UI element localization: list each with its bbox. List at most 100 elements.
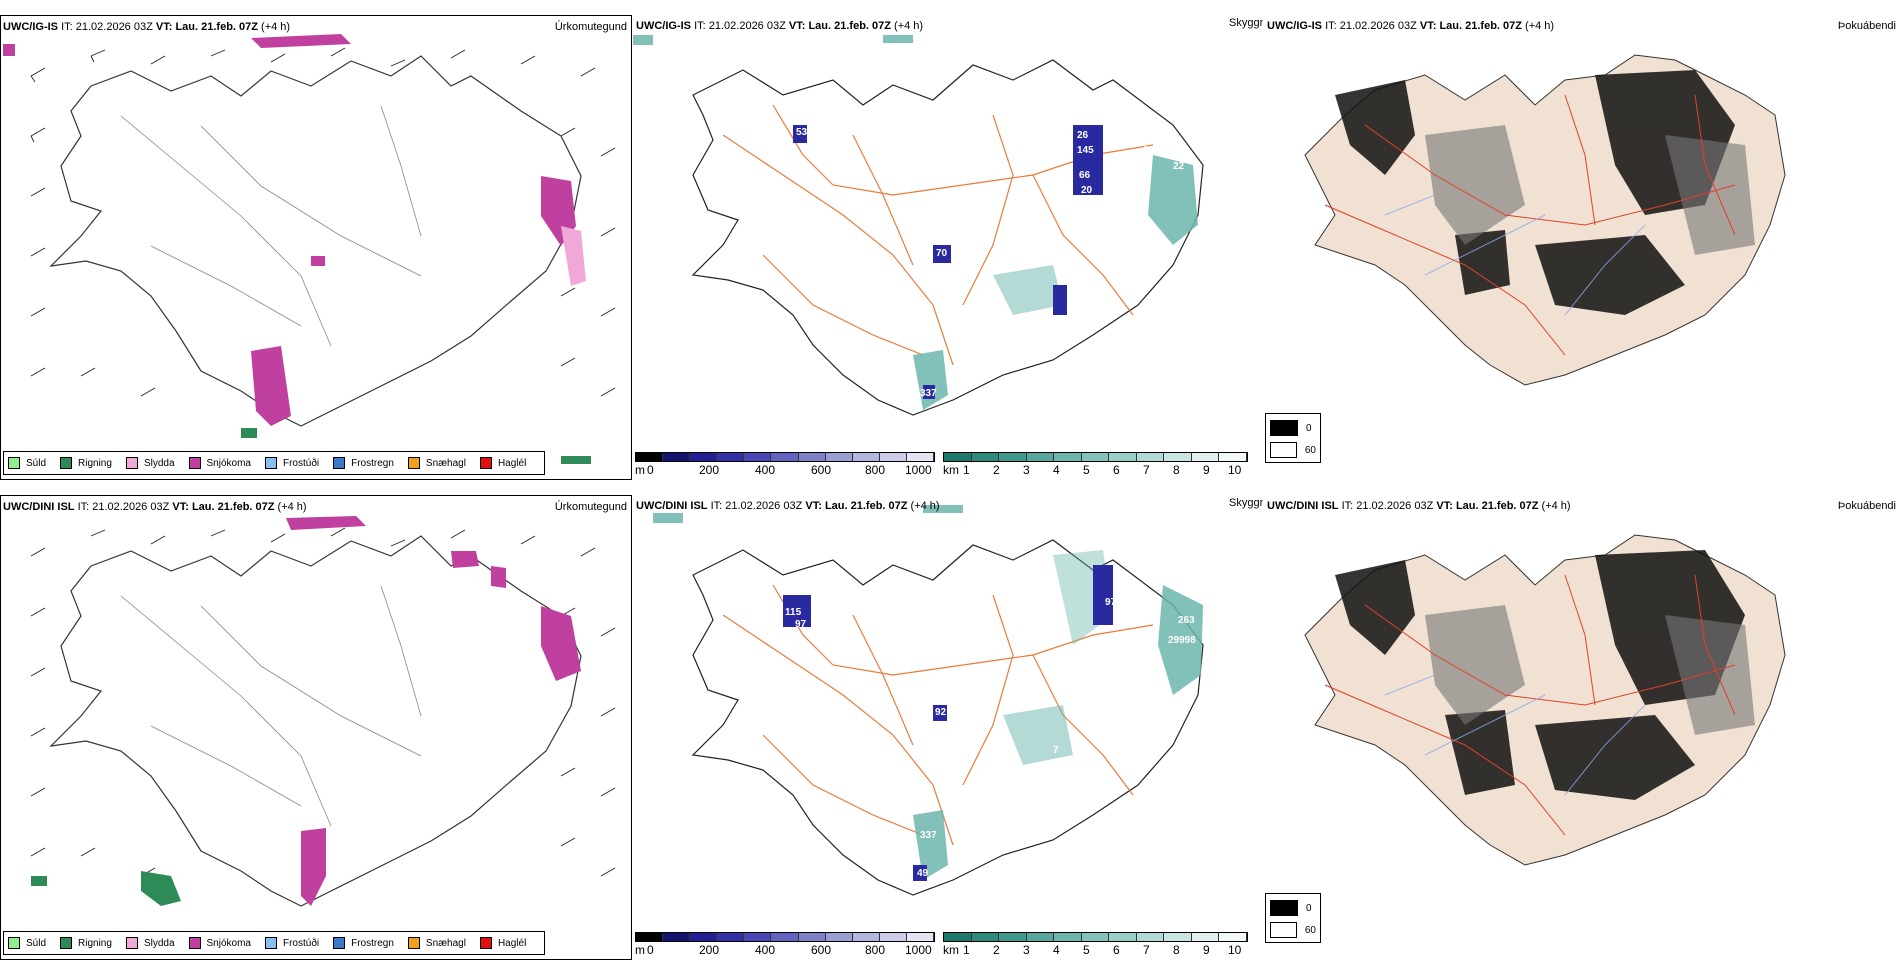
fog-gray — [1425, 125, 1755, 255]
snow-areas — [286, 516, 581, 906]
vis-label: 115 — [785, 607, 802, 618]
scale-swatch — [1026, 453, 1055, 461]
vis-label: 26 — [1077, 130, 1089, 141]
vis-label: 29998 — [1168, 635, 1196, 646]
precip-legend: Súld Rigning Slydda Snjókoma Frostúði Fr… — [3, 931, 546, 955]
scale-swatch — [852, 453, 880, 461]
vis-label: 263 — [1178, 615, 1195, 626]
iceland-outline — [49, 55, 582, 427]
scale-swatch — [879, 453, 907, 461]
visibility-scale: km 1 2 3 4 5 6 7 8 9 10 — [943, 452, 1248, 478]
rivers — [1384, 194, 1646, 316]
scale-swatch — [1109, 453, 1137, 461]
vis-label: 97 — [1105, 597, 1117, 608]
panel-caption: UWC/IG-IS IT: 21.02.2026 03Z VT: Lau. 21… — [636, 20, 924, 32]
fog-map-top — [1304, 54, 1786, 386]
scale-swatch — [1164, 453, 1192, 461]
roads — [722, 584, 1154, 846]
panel-title: Úrkomutegund — [554, 21, 627, 33]
snow-areas — [3, 34, 586, 426]
panel-title: Skyggni — [1229, 497, 1263, 509]
fog-legend-top: 0 60 — [1265, 413, 1321, 463]
panel-title: Skyggni — [1229, 17, 1263, 29]
vis-label: 22 — [1173, 161, 1185, 172]
visibility-map-bottom — [653, 505, 1204, 896]
scale-swatch — [1136, 933, 1165, 941]
vis-label: 41 — [1055, 333, 1067, 344]
legend-item: Slydda — [125, 457, 175, 469]
scale-swatch — [1219, 933, 1248, 941]
panel-caption: UWC/IG-IS IT: 21.02.2026 03Z VT: Lau. 21… — [3, 21, 291, 33]
scale-swatch — [1026, 933, 1055, 941]
visibility-panel-top: UWC/IG-IS IT: 21.02.2026 03Z VT: Lau. 21… — [633, 15, 1263, 480]
scale-swatch — [663, 453, 691, 461]
precip-map-top — [3, 34, 616, 464]
scale-swatch — [879, 933, 907, 941]
roads-gray — [120, 105, 422, 347]
vis-label: 53 — [796, 127, 808, 138]
fog-dark — [1335, 70, 1735, 315]
scale-swatch — [944, 933, 972, 941]
vis-label: 66 — [1079, 170, 1091, 181]
panel-title: Þokuábendi — [1837, 500, 1896, 512]
scale-swatch — [825, 453, 853, 461]
scale-swatch — [717, 933, 745, 941]
precip-map-bottom — [30, 516, 616, 952]
scale-swatch — [1219, 453, 1248, 461]
scale-swatch — [1081, 933, 1110, 941]
scale-swatch — [717, 453, 745, 461]
blue-areas — [783, 565, 1113, 881]
scale-swatch — [1191, 933, 1220, 941]
vis-label: 49 — [917, 868, 929, 879]
scale-swatch — [944, 453, 972, 461]
scale-swatch — [1164, 933, 1192, 941]
scale-swatch — [1109, 933, 1137, 941]
scale-swatch — [636, 933, 664, 941]
scale-swatch — [999, 453, 1027, 461]
vis-label: 337 — [920, 830, 937, 841]
panel-caption: UWC/DINI ISL IT: 21.02.2026 03Z VT: Lau.… — [3, 501, 307, 513]
blue-areas — [793, 125, 1103, 399]
scale-swatch — [1081, 453, 1110, 461]
scale-swatch — [771, 453, 799, 461]
vis-label: 337 — [920, 388, 937, 399]
precip-type-panel-bottom: UWC/DINI ISL IT: 21.02.2026 03Z VT: Lau.… — [0, 495, 632, 960]
legend-item: Haglél — [479, 937, 526, 949]
panel-title: Úrkomutegund — [554, 501, 627, 513]
scale-swatch — [798, 453, 826, 461]
legend-item: Rigning — [60, 457, 112, 469]
legend-item: Frostúði — [264, 457, 319, 469]
scale-swatch — [971, 933, 1000, 941]
scale-swatch — [825, 933, 853, 941]
legend-item: Rigning — [60, 937, 112, 949]
panel-title: Þokuábendi — [1837, 20, 1896, 32]
vis-label: 92 — [935, 707, 947, 718]
scale-swatch — [744, 453, 772, 461]
legend-item: Súld — [8, 457, 46, 469]
fog-legend-bottom: 0 60 — [1265, 893, 1321, 943]
legend-item: Snjókoma — [188, 457, 251, 469]
iceland-outline — [49, 535, 582, 907]
scale-swatch — [852, 933, 880, 941]
legend-item: Snæhagl — [407, 457, 466, 469]
fog-panel-bottom: UWC/DINI ISL IT: 21.02.2026 03Z VT: Lau.… — [1265, 495, 1900, 890]
scale-swatch — [971, 453, 1000, 461]
scale-swatch — [1191, 453, 1220, 461]
scale-swatch — [906, 453, 935, 461]
legend-item: Snjókoma — [188, 937, 251, 949]
legend-item: Frostregn — [333, 457, 394, 469]
rain-areas — [241, 428, 591, 464]
elevation-scale: m 0 200 400 600 800 1000 — [635, 452, 935, 478]
scale-swatch — [690, 453, 718, 461]
legend-item: Frostregn — [333, 937, 394, 949]
roads-red — [1324, 94, 1736, 356]
fog-panel-top: UWC/IG-IS IT: 21.02.2026 03Z VT: Lau. 21… — [1265, 15, 1900, 480]
legend-item: Súld — [8, 937, 46, 949]
vis-label: 97 — [795, 619, 807, 630]
roads — [722, 104, 1154, 366]
iceland-outline — [691, 59, 1204, 416]
visibility-panel-bottom: UWC/DINI ISL IT: 21.02.2026 03Z VT: Lau.… — [633, 495, 1263, 960]
iceland-outline — [691, 539, 1204, 896]
legend-item: Snæhagl — [407, 937, 466, 949]
precip-type-panel-top: UWC/IG-IS IT: 21.02.2026 03Z VT: Lau. 21… — [0, 15, 632, 480]
